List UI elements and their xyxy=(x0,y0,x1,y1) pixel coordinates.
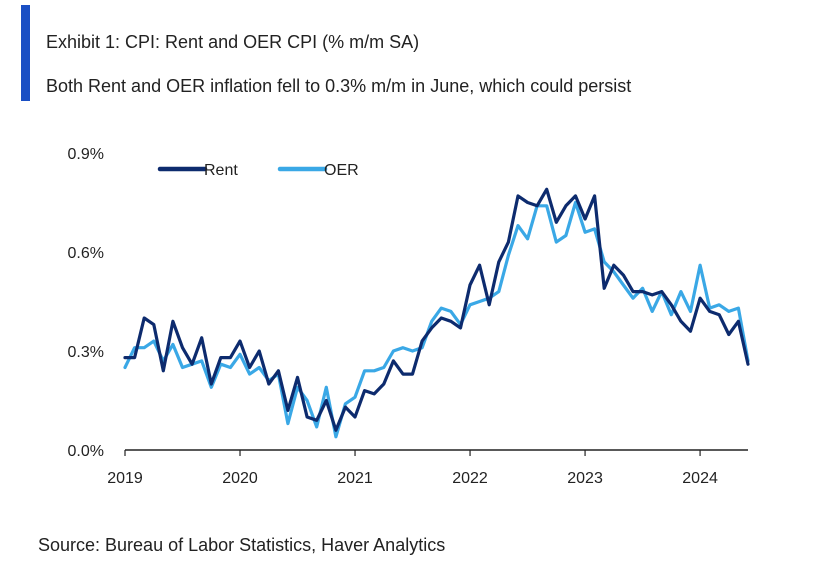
series-lines xyxy=(123,187,750,439)
x-tick-label: 2020 xyxy=(222,470,258,487)
y-tick-label: 0.0% xyxy=(68,443,104,460)
y-tick-label: 0.9% xyxy=(68,146,104,163)
legend: Rent OER xyxy=(157,162,359,179)
x-tick-label: 2021 xyxy=(337,470,373,487)
x-tick-labels: 2019 2020 2021 2022 2023 2024 xyxy=(107,470,718,487)
x-tick-label: 2019 xyxy=(107,470,143,487)
legend-label-oer: OER xyxy=(324,162,359,179)
exhibit-subtitle: Both Rent and OER inflation fell to 0.3%… xyxy=(46,76,632,96)
x-tick-marks xyxy=(124,450,701,456)
y-tick-label: 0.3% xyxy=(68,344,104,361)
series-line-rent xyxy=(123,187,750,432)
accent-bar xyxy=(21,5,30,101)
x-tick-label: 2022 xyxy=(452,470,488,487)
y-tick-labels: 0.0% 0.3% 0.6% 0.9% xyxy=(68,146,104,460)
legend-label-rent: Rent xyxy=(204,162,238,179)
x-tick-label: 2024 xyxy=(682,470,718,487)
source-note: Source: Bureau of Labor Statistics, Have… xyxy=(38,535,446,555)
exhibit-title: Exhibit 1: CPI: Rent and OER CPI (% m/m … xyxy=(46,32,420,52)
x-tick-label: 2023 xyxy=(567,470,603,487)
y-tick-label: 0.6% xyxy=(68,245,104,262)
series-line-oer xyxy=(123,200,750,439)
